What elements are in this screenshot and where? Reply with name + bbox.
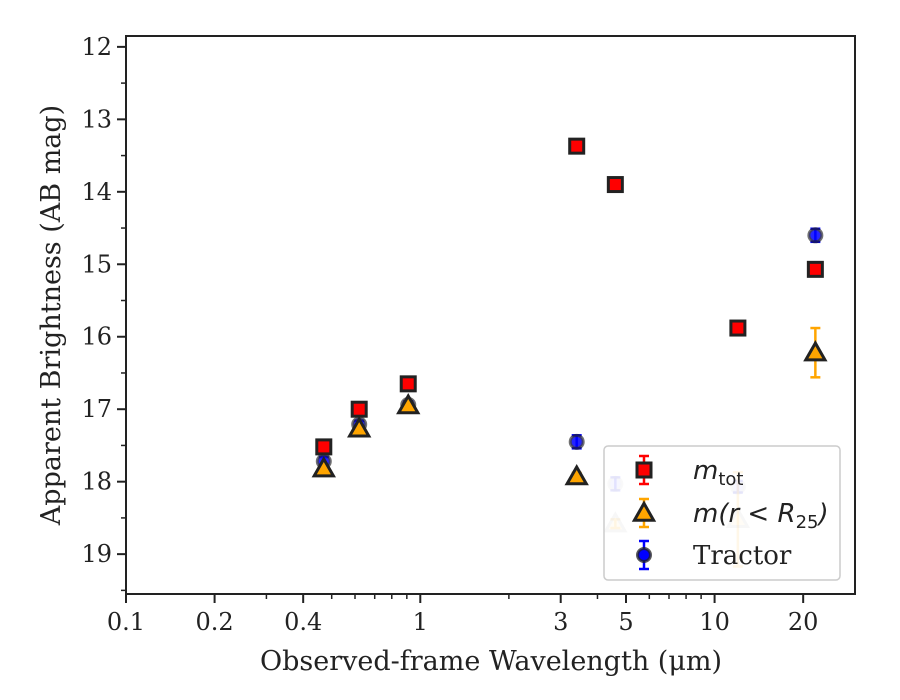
x-tick-label: 0.1 — [107, 608, 145, 636]
legend-marker-tractor — [636, 547, 652, 563]
plot-frame — [125, 35, 856, 595]
legend-label-m-r25: m(r < R25) — [693, 499, 829, 533]
y-tick-label: 13 — [81, 105, 112, 133]
marker-mtot — [606, 176, 624, 194]
marker-m-r25 — [564, 463, 589, 486]
x-tick-label: 1 — [413, 608, 428, 636]
legend-label-mtot: mtot — [693, 456, 743, 490]
marker-mtot — [806, 260, 824, 278]
y-tick-label: 14 — [81, 178, 112, 206]
marker-tractor — [568, 433, 585, 450]
marker-mtot — [568, 137, 586, 155]
y-tick-label: 12 — [81, 33, 112, 61]
marker-mtot — [315, 438, 333, 456]
x-tick-label: 0.4 — [284, 608, 322, 636]
y-tick-label: 15 — [81, 250, 112, 278]
marker-tractor — [807, 227, 824, 244]
y-tick-label: 16 — [81, 323, 112, 351]
x-tick-label: 10 — [699, 608, 730, 636]
marker-m-r25 — [396, 392, 421, 415]
y-axis-title: Apparent Brightness (AB mag) — [36, 105, 67, 526]
y-tick-label: 18 — [81, 468, 112, 496]
x-tick-label: 5 — [618, 608, 633, 636]
y-tick-label: 19 — [81, 540, 112, 568]
marker-mtot — [399, 375, 417, 393]
marker-mtot — [350, 400, 368, 418]
y-tick-label: 17 — [81, 395, 112, 423]
x-tick-label: 0.2 — [196, 608, 234, 636]
x-tick-label: 3 — [553, 608, 568, 636]
legend-box — [603, 445, 841, 581]
legend-marker-mtot — [635, 461, 653, 479]
marker-mtot — [729, 319, 747, 337]
marker-m-r25 — [347, 416, 372, 438]
marker-m-r25 — [311, 456, 336, 478]
marker-m-r25 — [803, 340, 828, 362]
x-tick-label: 20 — [788, 608, 819, 636]
legend-marker-m-r25 — [631, 500, 657, 522]
legend: mtot m(r < R25) Tractor — [603, 445, 841, 581]
x-axis-title: Observed-frame Wavelength (μm) — [260, 646, 722, 677]
legend-label-tractor: Tractor — [693, 541, 792, 571]
